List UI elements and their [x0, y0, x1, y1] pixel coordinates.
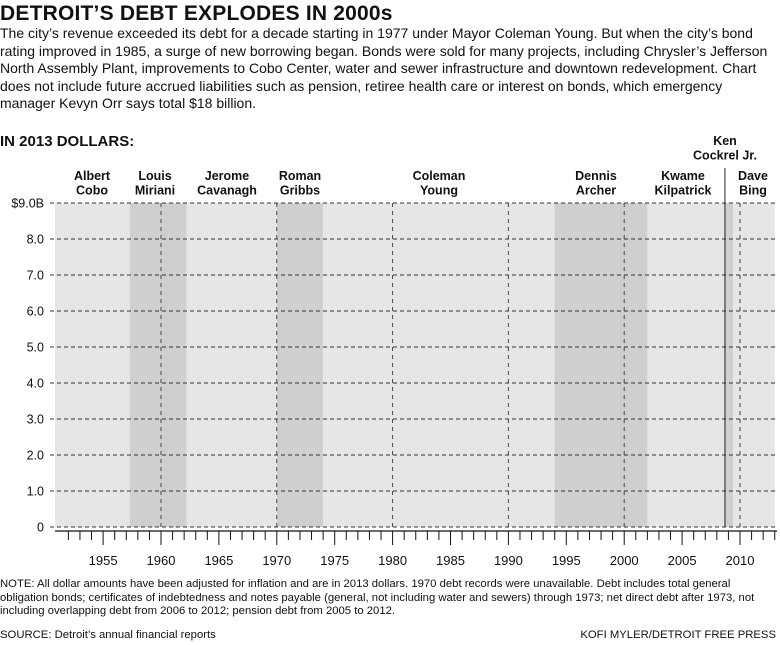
mayor-label: Albert: [74, 169, 111, 183]
x-tick-label: 1995: [552, 553, 581, 568]
x-tick-label: 1965: [204, 553, 233, 568]
x-tick-label: 1960: [147, 553, 176, 568]
mayor-label: Roman: [279, 169, 321, 183]
x-tick-label: 2005: [668, 553, 697, 568]
chart-note: NOTE: All dollar amounts have been adjus…: [0, 578, 755, 617]
graphic-credit: KOFI MYLER/DETROIT FREE PRESS: [580, 629, 776, 641]
mayor-label: Cockrel Jr.: [693, 149, 757, 163]
y-tick-label: 2.0: [27, 449, 44, 463]
mayor-term-band: [554, 203, 648, 527]
mayor-label: Jerome: [205, 169, 250, 183]
mayor-label: Cavanagh: [197, 184, 257, 198]
mayor-label: Kilpatrick: [655, 184, 712, 198]
mayor-label: Bing: [739, 184, 767, 198]
y-tick-label: 3.0: [27, 413, 44, 427]
mayor-term-band: [55, 203, 130, 527]
y-tick-label: 0: [37, 521, 44, 535]
mayor-label: Kwame: [661, 169, 705, 183]
x-tick-label: 1970: [262, 553, 291, 568]
mayor-label: Dennis: [575, 169, 617, 183]
mayor-label: Dave: [738, 169, 768, 183]
y-tick-label: 1.0: [27, 485, 44, 499]
source-credit: SOURCE: Detroit’s annual financial repor…: [0, 629, 216, 641]
mayor-term-band: [647, 203, 725, 527]
mayor-term-band: [129, 203, 187, 527]
chart-title: DETROIT’S DEBT EXPLODES IN 2000s: [0, 2, 393, 25]
mayor-label: Cobo: [76, 184, 108, 198]
x-tick-label: 1980: [378, 553, 407, 568]
x-tick-label: 1990: [494, 553, 523, 568]
mayor-term-band: [724, 203, 734, 527]
mayor-label: Gribbs: [280, 184, 320, 198]
mayor-label: Ken: [713, 134, 737, 148]
y-tick-label: 8.0: [27, 233, 44, 247]
mayor-label: Archer: [576, 184, 616, 198]
chart-subtitle: IN 2013 DOLLARS:: [0, 133, 135, 150]
mayor-term-band: [323, 203, 555, 527]
x-tick-label: 1955: [89, 553, 118, 568]
x-tick-label: 2010: [726, 553, 755, 568]
x-tick-label: 2000: [610, 553, 639, 568]
mayor-label: Coleman: [413, 169, 466, 183]
mayor-term-band: [276, 203, 324, 527]
intro-paragraph: The city’s revenue exceeded its debt for…: [0, 25, 768, 112]
y-tick-label: 7.0: [27, 269, 44, 283]
mayor-label: Miriani: [135, 184, 175, 198]
y-tick-label: 6.0: [27, 305, 44, 319]
mayor-label: Louis: [138, 169, 171, 183]
mayor-term-band: [186, 203, 277, 527]
x-tick-label: 1985: [436, 553, 465, 568]
y-tick-label: 4.0: [27, 377, 44, 391]
mayor-term-band: [733, 203, 775, 527]
y-tick-label: $9.0B: [11, 197, 44, 211]
x-tick-label: 1975: [320, 553, 349, 568]
y-tick-label: 5.0: [27, 341, 44, 355]
mayor-label: Young: [420, 184, 458, 198]
